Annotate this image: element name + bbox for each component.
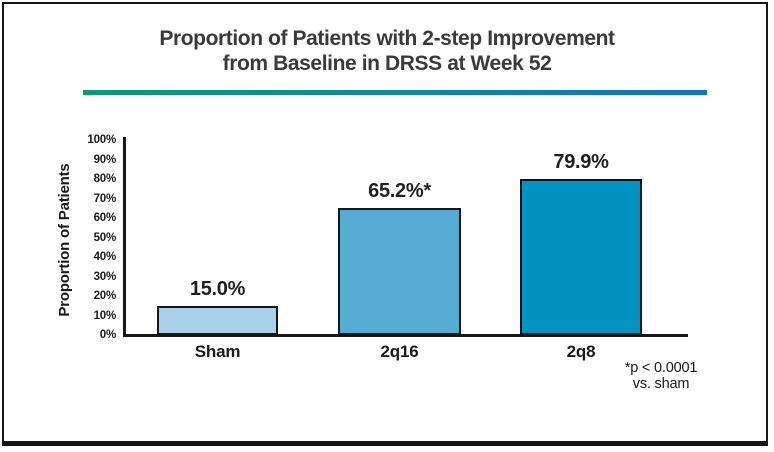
chart-title-line1: Proportion of Patients with 2-step Impro… xyxy=(159,27,615,50)
x-axis-category-label: 2q16 xyxy=(380,342,419,361)
y-axis-tick-label: 90% xyxy=(93,153,117,166)
x-axis-category-label: Sham xyxy=(194,342,241,361)
y-axis-tick-label: 50% xyxy=(93,231,117,244)
bar-sham xyxy=(157,306,278,335)
y-axis-tick-label: 70% xyxy=(93,192,117,205)
y-axis-tick-label: 80% xyxy=(93,173,117,185)
footnote-line2: vs. sham xyxy=(632,376,690,392)
y-axis-tick-label: 0% xyxy=(99,329,116,341)
bar-value-label: 65.2%* xyxy=(368,180,431,202)
y-axis-tick-label: 100% xyxy=(87,134,116,146)
y-axis-tick-label: 60% xyxy=(93,212,117,224)
x-axis-line xyxy=(123,334,688,337)
chart-title: Proportion of Patients with 2-step Impro… xyxy=(0,26,774,76)
y-axis-tick-label: 30% xyxy=(93,270,117,283)
y-axis-tick-label: 10% xyxy=(93,309,117,322)
bar-value-label: 15.0% xyxy=(189,278,246,300)
bar-2q8 xyxy=(520,179,642,335)
bar-2q16 xyxy=(338,208,461,335)
footnote-line1: *p < 0.0001 xyxy=(624,360,698,376)
x-axis-category-label: 2q8 xyxy=(566,342,596,361)
y-axis-tick-label: 20% xyxy=(93,290,117,302)
chart-title-line2: from Baseline in DRSS at Week 52 xyxy=(222,52,552,75)
gradient-divider-rule xyxy=(83,90,707,95)
y-axis-tick-label: 40% xyxy=(93,251,117,263)
bar-value-label: 79.9% xyxy=(553,151,609,173)
y-axis-line xyxy=(123,137,126,337)
footnote: *p < 0.0001 vs. sham xyxy=(590,360,732,392)
